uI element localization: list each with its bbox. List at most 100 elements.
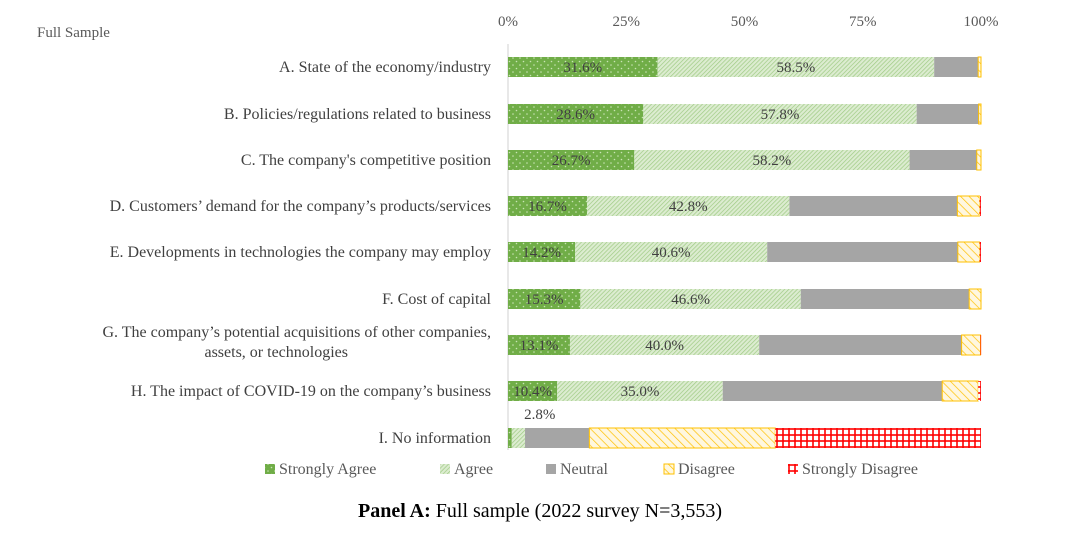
legend-item: Strongly Disagree: [788, 461, 918, 478]
bar-segment-agree: [511, 428, 526, 448]
legend-item: Strongly Agree: [265, 461, 376, 478]
bar-segment-disagree: [957, 241, 981, 263]
category-label: B. Policies/regulations related to busin…: [224, 106, 491, 123]
bar-row: E. Developments in technologies the comp…: [110, 241, 981, 263]
bar-segment-disagree: [941, 380, 979, 402]
caption-bold: Panel A:: [357, 500, 431, 522]
bar-segment-agree: [586, 196, 790, 216]
x-tick-label: 50%: [731, 14, 759, 30]
bar-segment-disagree: [968, 288, 982, 310]
bar-segment-agree: [575, 242, 768, 262]
bar-segment-neutral: [909, 150, 977, 170]
category-label: C. The company's competitive position: [241, 152, 491, 169]
bar-segment-neutral: [722, 381, 943, 401]
bar-row: A. State of the economy/industry 31.6% 58.…: [279, 56, 982, 78]
data-label: 26.7%: [552, 153, 591, 169]
bar-segment-disagree: [588, 427, 776, 449]
x-tick-label: 100%: [964, 14, 999, 30]
data-label: 58.5%: [776, 60, 815, 76]
category-label: G. The company’s potential acquisitions …: [102, 324, 491, 341]
data-label: 16.7%: [528, 199, 567, 215]
data-label: 2.8%: [524, 407, 555, 423]
legend-swatch: [788, 464, 798, 474]
data-label: 13.1%: [520, 338, 559, 354]
data-label: 28.6%: [556, 107, 595, 123]
data-label: 58.2%: [753, 153, 792, 169]
legend-item: Agree: [440, 461, 493, 478]
category-label: I. No information: [379, 430, 491, 447]
data-label: 35.0%: [621, 384, 660, 400]
legend-item: Disagree: [663, 461, 735, 478]
legend-swatch: [546, 464, 556, 474]
bar-segment-neutral: [916, 104, 979, 124]
bar-segment-disagree: [977, 56, 982, 78]
data-label: 15.3%: [525, 292, 564, 308]
legend-item: Neutral: [546, 461, 609, 478]
bar-segment-strongly-agree: [508, 196, 587, 216]
legend-swatch: [265, 464, 275, 474]
bar-row: D. Customers’ demand for the company’s p…: [110, 195, 981, 217]
bar-segment-strongly-agree: [508, 289, 581, 309]
data-label: 42.8%: [669, 199, 708, 215]
bar-segment-neutral: [759, 335, 962, 355]
bar-segment-neutral: [934, 57, 979, 77]
bar-segment-agree: [657, 57, 935, 77]
bar-row: F. Cost of capital 15.3% 46.6%: [382, 288, 982, 310]
x-tick-label: 25%: [613, 14, 641, 30]
bar-segment-strongly-agree: [508, 242, 576, 262]
data-label: 40.0%: [645, 338, 684, 354]
legend-label: Strongly Agree: [279, 461, 376, 478]
bar-segment-strongly-disagree: [979, 242, 981, 262]
bar-segment-neutral: [525, 428, 590, 448]
data-label: 10.4%: [513, 384, 552, 400]
bar-segment-strongly-agree: [508, 57, 658, 77]
bar-segment-strongly-agree: [508, 428, 512, 448]
legend-label: Agree: [454, 461, 493, 478]
category-label: D. Customers’ demand for the company’s p…: [110, 198, 491, 215]
bar-segment-strongly-disagree: [978, 381, 981, 401]
bar-row: C. The company's competitive position 26.…: [241, 149, 982, 171]
bar-row: G. The company’s potential acquisitions …: [102, 324, 982, 361]
category-label: H. The impact of COVID-19 on the company…: [131, 383, 491, 400]
bar-segment-strongly-disagree: [980, 335, 982, 355]
data-label: 46.6%: [671, 292, 710, 308]
sample-label: Full Sample: [37, 25, 110, 41]
x-tick-label: 75%: [849, 14, 877, 30]
bar-segment-disagree: [961, 334, 982, 356]
bar-segment-neutral: [789, 196, 958, 216]
stacked-bar-chart: Full Sample 0% 25% 50% 75% 100% A. State of …: [37, 14, 999, 478]
bar-segment-agree: [643, 104, 917, 124]
bar-segment-agree: [557, 381, 723, 401]
bar-segment-strongly-agree: [508, 150, 635, 170]
bar-row: I. No information 2.8%: [379, 407, 981, 449]
x-tick-label: 0%: [498, 14, 518, 30]
bar-segment-strongly-disagree: [979, 196, 981, 216]
legend-label: Strongly Disagree: [802, 461, 918, 478]
data-label: 40.6%: [652, 245, 691, 261]
bar-segment-agree: [634, 150, 910, 170]
panel-caption: Panel A: Full sample (2022 survey N=3,55…: [0, 500, 1080, 523]
data-label: 31.6%: [563, 60, 602, 76]
category-label: E. Developments in technologies the comp…: [110, 244, 491, 261]
bar-row: B. Policies/regulations related to busin…: [224, 103, 982, 125]
legend-label: Disagree: [678, 461, 735, 478]
bar-row: H. The impact of COVID-19 on the company…: [131, 380, 981, 402]
bar-segment-disagree: [978, 103, 982, 125]
bar-segment-strongly-agree: [508, 381, 558, 401]
bar-segment-disagree: [976, 149, 982, 171]
bar-segment-neutral: [800, 289, 970, 309]
legend-swatch: [663, 463, 675, 475]
caption-text: Full sample (2022 survey N=3,553): [430, 500, 723, 522]
bar-segment-strongly-agree: [508, 104, 644, 124]
bar-segment-disagree: [956, 195, 981, 217]
bar-segment-agree: [569, 335, 760, 355]
data-label: 14.2%: [522, 245, 561, 261]
legend-swatch: [440, 464, 450, 474]
data-label: 57.8%: [761, 107, 800, 123]
category-label: assets, or technologies: [204, 344, 348, 361]
bar-segment-agree: [580, 289, 801, 309]
bar-segment-strongly-agree: [508, 335, 570, 355]
category-label: F. Cost of capital: [382, 291, 491, 308]
legend-label: Neutral: [560, 461, 609, 478]
